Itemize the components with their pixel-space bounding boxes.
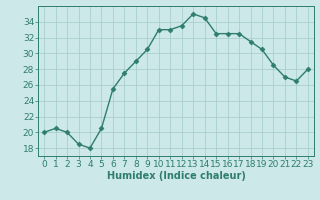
X-axis label: Humidex (Indice chaleur): Humidex (Indice chaleur) xyxy=(107,171,245,181)
